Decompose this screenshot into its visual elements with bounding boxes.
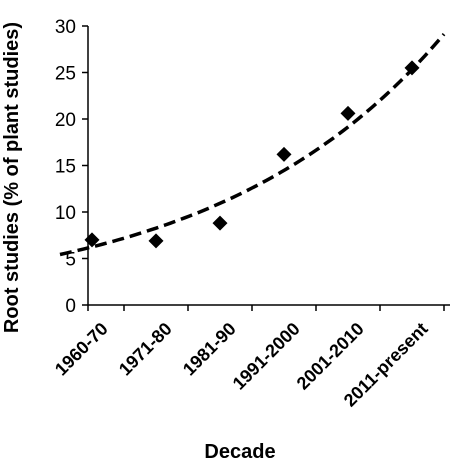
x-axis-ticks: 1960-70 1971-80 1981-901991-20002001-20102… [51,305,445,411]
y-axis-ticks: 0 5 10 15 20 25 30 [55,17,88,317]
x-tick-label: 1960-70 [51,319,112,380]
y-tick-label: 5 [65,250,76,271]
data-points [84,60,420,249]
x-axis-title: Decade [204,441,275,463]
y-axis-title: Root studies (% of plant studies) [1,22,23,333]
data-point [84,232,100,248]
data-point [148,233,164,249]
y-tick-label: 30 [55,17,76,38]
x-tick-label: 1981-90 [179,319,240,380]
y-tick-label: 15 [55,157,76,178]
y-tick-label: 20 [55,110,76,131]
data-point [340,105,356,121]
trendline [59,32,446,257]
data-point [276,146,292,162]
x-tick-label: 1991-2000 [229,319,304,394]
data-point [404,60,420,76]
data-point [212,215,228,231]
y-tick-label: 0 [65,296,76,317]
y-tick-label: 10 [55,203,76,224]
x-tick-label: 1971-80 [115,319,176,380]
y-tick-label: 25 [55,64,76,85]
